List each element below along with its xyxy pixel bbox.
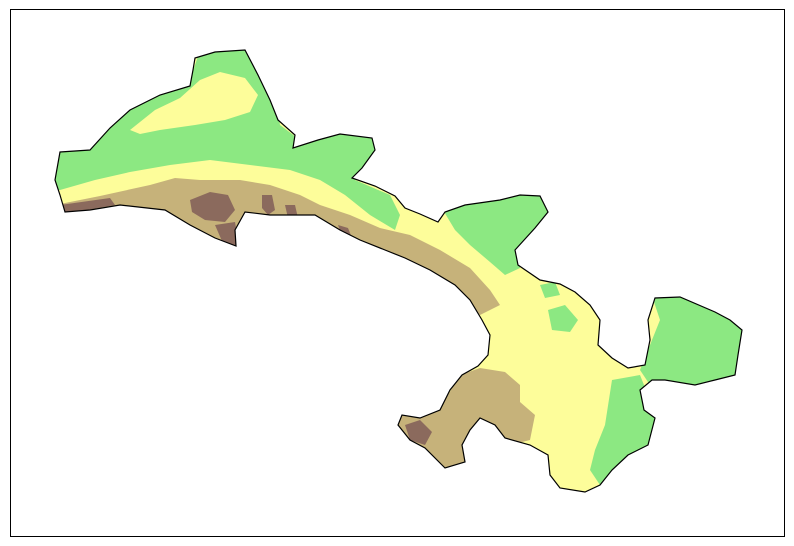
mid-plateau-region-north — [130, 72, 258, 134]
peak-mountain-region — [190, 192, 235, 222]
map-frame-border — [10, 9, 785, 537]
low-lowland-patch — [548, 305, 578, 332]
peak-mountain-region — [262, 195, 275, 215]
peak-mountain-region — [405, 420, 432, 445]
low-lowland-region-corridor — [440, 190, 555, 275]
peak-mountain-region — [215, 222, 240, 250]
low-lowland-patch — [540, 282, 560, 298]
high-upland-region-southwest — [395, 368, 535, 472]
peak-mountain-region — [60, 198, 115, 214]
low-lowland-region-east — [640, 290, 742, 392]
low-lowland-region-northwest — [55, 50, 400, 230]
